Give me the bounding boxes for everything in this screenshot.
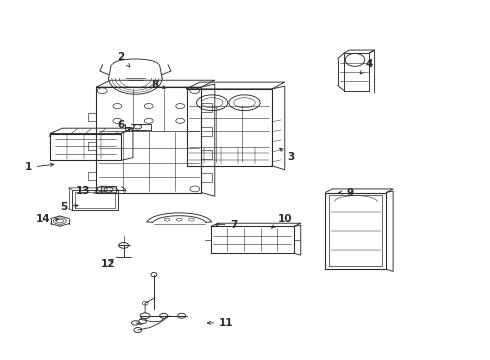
Text: 12: 12 bbox=[100, 259, 115, 269]
Text: 9: 9 bbox=[339, 188, 353, 198]
Text: 1: 1 bbox=[24, 162, 54, 172]
Text: 11: 11 bbox=[207, 318, 234, 328]
Text: 3: 3 bbox=[280, 148, 295, 162]
Text: 2: 2 bbox=[117, 52, 130, 67]
Text: 14: 14 bbox=[35, 214, 59, 224]
Text: 8: 8 bbox=[151, 80, 166, 90]
Text: 13: 13 bbox=[76, 186, 98, 197]
Text: 5: 5 bbox=[60, 202, 78, 212]
Text: 6: 6 bbox=[117, 120, 130, 131]
Text: 4: 4 bbox=[360, 59, 373, 74]
Text: 10: 10 bbox=[271, 214, 292, 228]
Text: 7: 7 bbox=[216, 220, 238, 230]
